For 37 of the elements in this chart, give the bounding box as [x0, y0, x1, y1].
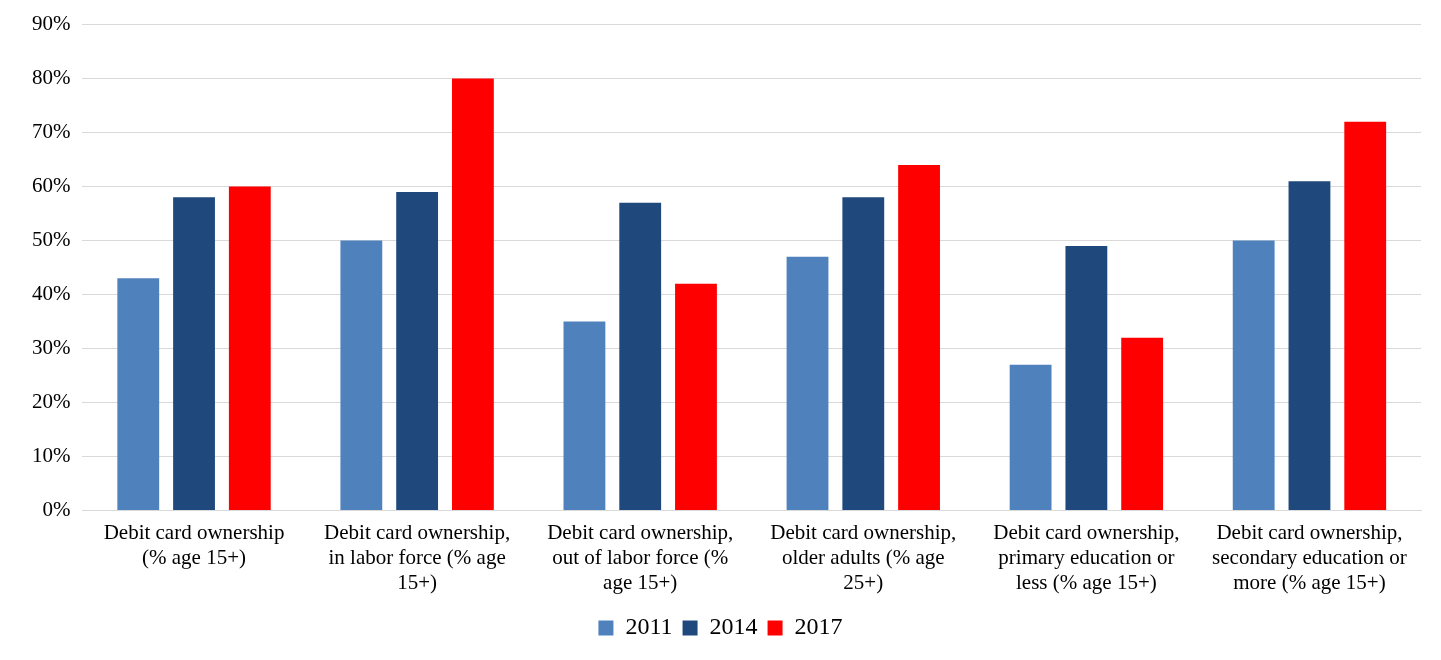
- y-tick-label: 0%: [42, 496, 71, 521]
- bar: [675, 283, 717, 510]
- y-tick-label: 10%: [31, 442, 71, 467]
- bar: [340, 240, 383, 510]
- bar: [786, 256, 829, 510]
- x-tick-label: Debit card ownership, out of labor force (% age 15+): [547, 519, 734, 594]
- y-tick-label: 70%: [31, 119, 71, 144]
- bar: [117, 278, 160, 510]
- bar: [563, 321, 606, 510]
- bar: [228, 186, 271, 510]
- bar: [1344, 121, 1387, 510]
- bar: [1009, 364, 1052, 510]
- legend-label: 2011: [625, 613, 673, 640]
- y-tick-label: 90%: [31, 11, 71, 36]
- y-tick-label: 20%: [31, 388, 71, 413]
- y-tick-label: 30%: [31, 334, 71, 359]
- bar: [173, 197, 215, 510]
- legend-label: 2014: [709, 613, 758, 640]
- y-tick-label: 40%: [31, 281, 71, 305]
- y-tick-label: 50%: [31, 227, 71, 252]
- y-tick-label: 60%: [31, 173, 71, 198]
- y-tick-label: 80%: [31, 65, 71, 90]
- bar: [619, 202, 662, 510]
- bar: [1065, 245, 1108, 510]
- x-tick-label: Debit card ownership (% age 15+): [103, 519, 285, 569]
- bar: [898, 164, 940, 510]
- x-tick-label: Debit card ownership, older adults (% age 25+): [770, 519, 957, 594]
- bar: [451, 78, 494, 510]
- bar: [1288, 181, 1331, 510]
- x-tick-label: Debit card ownership, primary education or less (% age 15+): [993, 519, 1180, 594]
- bar: [1232, 240, 1275, 510]
- x-tick-label: Debit card ownership, in labor force (% age 15+): [324, 519, 511, 594]
- x-tick-label: Debit card ownership, secondary education or more (% age 15+): [1212, 519, 1407, 594]
- legend-label: 2017: [794, 613, 843, 640]
- bar: [396, 191, 439, 510]
- bar: [1121, 337, 1164, 510]
- bar: [842, 197, 885, 510]
